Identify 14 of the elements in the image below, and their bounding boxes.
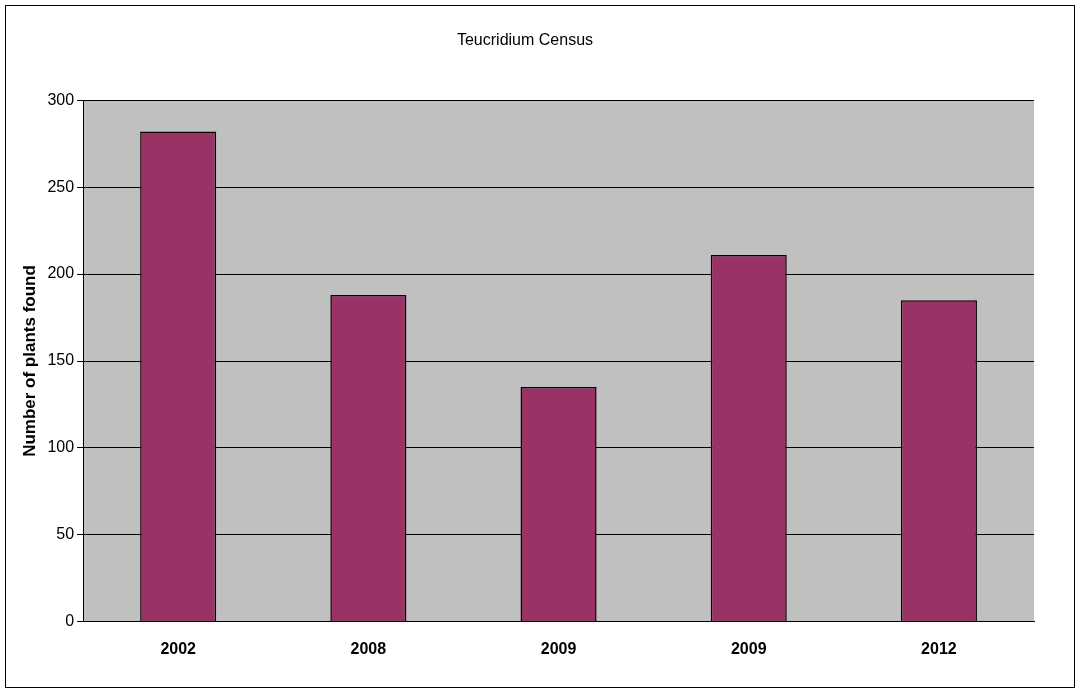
x-tick-label: 2012: [921, 639, 957, 657]
y-tick-label: 300: [47, 90, 75, 108]
chart-title: Teucridium Census: [456, 31, 594, 49]
y-tick-label: 0: [65, 612, 75, 630]
y-tick-label: 50: [56, 525, 75, 543]
y-tick-label: 100: [47, 438, 75, 456]
x-tick-label: 2009: [540, 639, 577, 657]
x-tick-label: 2009: [730, 639, 767, 657]
y-tick-label: 200: [47, 264, 75, 282]
x-tick-label: 2002: [160, 639, 197, 657]
y-tick-label: 250: [47, 177, 75, 195]
y-tick-label: 150: [47, 351, 75, 369]
y-axis-title: Number of plants found: [19, 265, 39, 457]
x-tick-label: 2008: [350, 639, 387, 657]
